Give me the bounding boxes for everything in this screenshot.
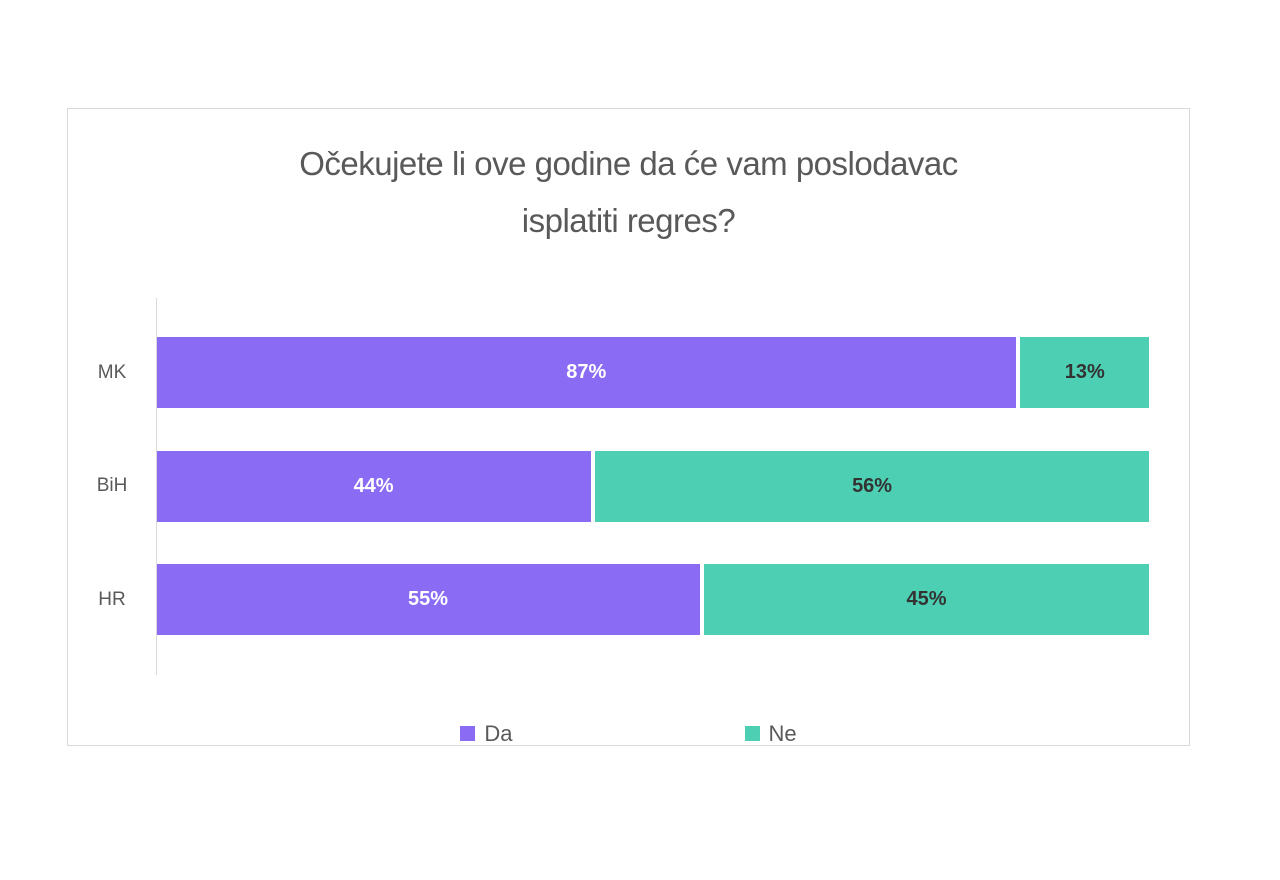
bar-value-label: 44% — [353, 474, 394, 497]
bar-track-hr: 55% 45% — [156, 564, 1149, 636]
chart-title: Očekujete li ove godine da će vam poslod… — [68, 135, 1189, 249]
category-label-mk: MK — [97, 361, 127, 383]
bar-segment-ne-hr: 45% — [703, 564, 1149, 636]
category-label-bih: BiH — [96, 475, 128, 497]
bar-segment-ne-bih: 56% — [595, 450, 1149, 522]
legend: Da Ne — [68, 721, 1189, 747]
plot-area: MK 87% 13% BiH 44% 56% HR 55% 45% — [68, 298, 1189, 675]
legend-label-da: Da — [484, 720, 513, 746]
category-axis-line — [156, 298, 157, 675]
legend-swatch-ne — [744, 726, 760, 741]
chart-title-line-2: isplatiti regres? — [521, 202, 736, 239]
bar-rows: MK 87% 13% BiH 44% 56% HR 55% 45% — [68, 316, 1189, 657]
bar-row-mk: MK 87% 13% — [68, 316, 1189, 430]
bar-value-label: 56% — [852, 474, 893, 497]
bar-value-label: 13% — [1064, 361, 1105, 384]
chart-card: Očekujete li ove godine da će vam poslod… — [67, 108, 1190, 746]
legend-item-da: Da — [460, 720, 513, 747]
bar-segment-ne-mk: 13% — [1020, 337, 1149, 409]
bar-value-label: 55% — [407, 588, 448, 611]
bar-segment-da-mk: 87% — [156, 337, 1017, 409]
bar-row-hr: HR 55% 45% — [68, 543, 1189, 657]
chart-title-line-1: Očekujete li ove godine da će vam poslod… — [299, 145, 958, 182]
legend-item-ne: Ne — [744, 720, 797, 747]
bar-segment-da-bih: 44% — [156, 450, 592, 522]
bar-value-label: 87% — [566, 361, 607, 384]
legend-swatch-da — [460, 726, 476, 741]
bar-segment-da-hr: 55% — [156, 564, 700, 636]
legend-label-ne: Ne — [768, 720, 797, 746]
category-label-hr: HR — [98, 588, 126, 610]
bar-track-mk: 87% 13% — [156, 337, 1149, 409]
bar-track-bih: 44% 56% — [156, 450, 1149, 522]
bar-value-label: 45% — [906, 588, 947, 611]
bar-row-bih: BiH 44% 56% — [68, 430, 1189, 544]
